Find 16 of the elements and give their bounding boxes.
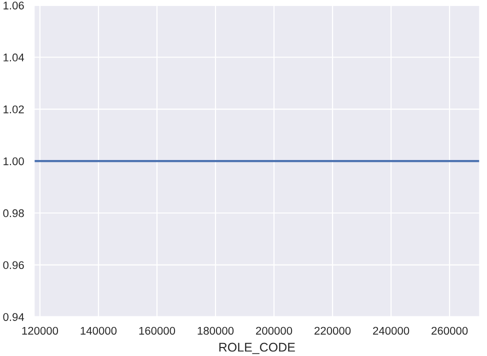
y-tick-label: 0.98 xyxy=(3,209,24,218)
y-tick-label: 0.94 xyxy=(3,313,24,321)
y-tick-label: 1.00 xyxy=(4,157,24,166)
x-tick-label: 260000 xyxy=(432,326,468,335)
x-tick-label: 120000 xyxy=(22,326,58,335)
y-tick-label: 0.96 xyxy=(3,261,24,270)
x-tick-label: 240000 xyxy=(373,326,410,335)
x-axis-title: ROLE_CODE xyxy=(219,342,295,354)
x-tick-label: 140000 xyxy=(80,326,117,335)
y-tick-label: 1.02 xyxy=(4,105,24,114)
y-tick-label: 1.04 xyxy=(4,54,24,62)
x-tick-label: 200000 xyxy=(256,326,292,335)
x-tick-label: 220000 xyxy=(314,326,351,335)
y-tick-label: 1.06 xyxy=(4,2,24,10)
x-tick-label: 160000 xyxy=(139,326,176,335)
x-tick-label: 180000 xyxy=(198,326,234,335)
